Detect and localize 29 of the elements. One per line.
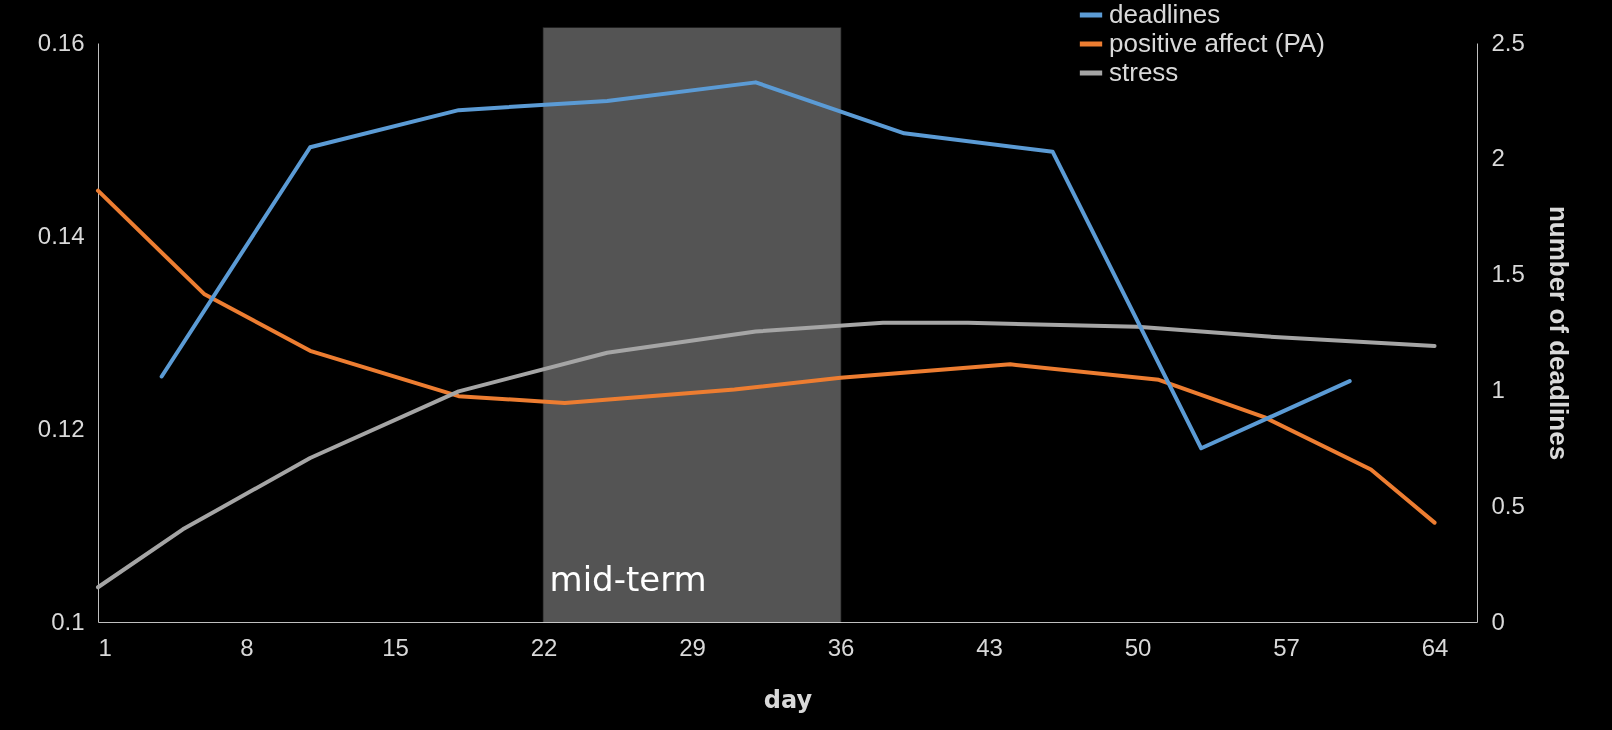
x-tick-label: 8 <box>240 633 254 661</box>
y-tick-label: 0.12 <box>37 414 85 442</box>
x-tick-label: 43 <box>976 633 1003 661</box>
x-tick-label: 1 <box>98 633 112 661</box>
y-tick-label: 0.14 <box>37 221 85 249</box>
y-tick-label: 0.16 <box>37 28 85 56</box>
y2-tick-label: 0.5 <box>1491 491 1525 519</box>
y2-tick-label: 0 <box>1491 607 1505 635</box>
y2-tick-label: 1.5 <box>1491 260 1525 288</box>
x-tick-label: 64 <box>1421 633 1449 661</box>
line-series <box>96 320 1437 590</box>
x-tick-label: 57 <box>1273 633 1300 661</box>
x-axis-title: day <box>763 685 813 714</box>
band-label: mid-term <box>549 559 707 599</box>
x-tick-label: 36 <box>827 633 855 661</box>
y2-tick-label: 2 <box>1491 144 1505 172</box>
line-series <box>159 80 1352 451</box>
y-tick-label: 0.1 <box>51 607 85 635</box>
x-tick-label: 29 <box>679 633 706 661</box>
x-tick-label: 22 <box>530 633 558 661</box>
legend-label: deadlines <box>1109 0 1221 29</box>
legend-label: stress <box>1109 57 1179 87</box>
y2-tick-label: 2.5 <box>1491 28 1525 56</box>
y2-axis-title: number of deadlines <box>1543 205 1574 461</box>
legend-label: positive affect (PA) <box>1109 28 1325 58</box>
line-series <box>96 188 1437 525</box>
x-tick-label: 15 <box>382 633 409 661</box>
y2-tick-label: 1 <box>1491 375 1505 403</box>
x-tick-label: 50 <box>1124 633 1152 661</box>
